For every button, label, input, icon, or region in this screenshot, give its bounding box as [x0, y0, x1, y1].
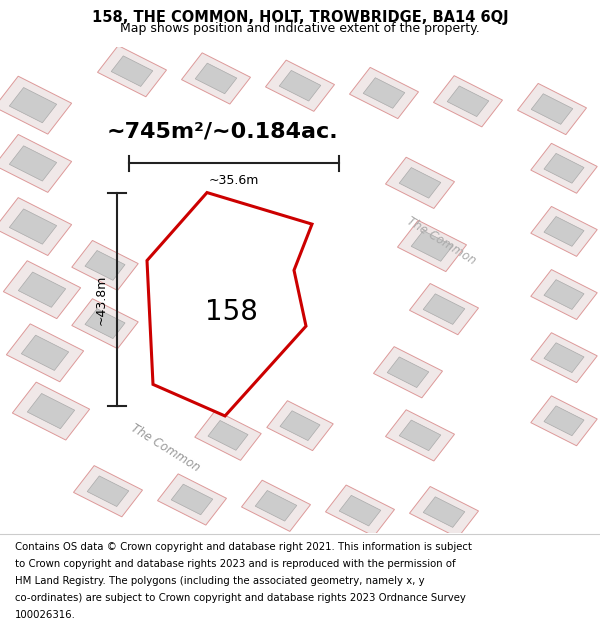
Text: 158: 158 [205, 298, 257, 326]
Polygon shape [7, 324, 83, 382]
Text: Contains OS data © Crown copyright and database right 2021. This information is : Contains OS data © Crown copyright and d… [15, 542, 472, 552]
Text: Map shows position and indicative extent of the property.: Map shows position and indicative extent… [120, 22, 480, 35]
Polygon shape [267, 401, 333, 451]
Polygon shape [73, 466, 143, 517]
Polygon shape [10, 146, 56, 181]
Polygon shape [517, 83, 587, 134]
Text: ~35.6m: ~35.6m [209, 174, 259, 187]
Text: ~745m²/~0.184ac.: ~745m²/~0.184ac. [106, 122, 338, 142]
Text: co-ordinates) are subject to Crown copyright and database rights 2023 Ordnance S: co-ordinates) are subject to Crown copyr… [15, 593, 466, 603]
Polygon shape [409, 486, 479, 538]
Polygon shape [22, 335, 68, 371]
Polygon shape [397, 221, 467, 272]
Polygon shape [531, 396, 597, 446]
Polygon shape [447, 86, 489, 116]
Polygon shape [0, 198, 71, 256]
Polygon shape [423, 294, 465, 324]
Polygon shape [217, 331, 263, 366]
Text: The Common: The Common [128, 421, 202, 474]
Polygon shape [531, 94, 573, 124]
Polygon shape [409, 284, 479, 335]
Polygon shape [399, 168, 441, 198]
Polygon shape [157, 474, 227, 525]
Polygon shape [279, 71, 321, 101]
Polygon shape [147, 192, 312, 416]
Polygon shape [181, 53, 251, 104]
Text: ~43.8m: ~43.8m [94, 274, 107, 324]
Polygon shape [349, 68, 419, 119]
Polygon shape [10, 209, 56, 244]
Polygon shape [544, 153, 584, 183]
Text: HM Land Registry. The polygons (including the associated geometry, namely x, y: HM Land Registry. The polygons (includin… [15, 576, 425, 586]
Polygon shape [385, 158, 455, 209]
Polygon shape [97, 46, 167, 97]
Polygon shape [13, 382, 89, 440]
Polygon shape [0, 76, 71, 134]
Polygon shape [72, 241, 138, 291]
Polygon shape [171, 484, 213, 515]
Polygon shape [195, 411, 261, 461]
Polygon shape [363, 78, 405, 108]
Polygon shape [387, 357, 429, 388]
Polygon shape [411, 231, 453, 261]
Polygon shape [544, 406, 584, 436]
Polygon shape [531, 143, 597, 193]
Polygon shape [531, 206, 597, 256]
Polygon shape [85, 309, 125, 339]
Polygon shape [85, 251, 125, 280]
Polygon shape [544, 216, 584, 246]
Polygon shape [4, 261, 80, 319]
Text: 158, THE COMMON, HOLT, TROWBRIDGE, BA14 6QJ: 158, THE COMMON, HOLT, TROWBRIDGE, BA14 … [92, 10, 508, 25]
Polygon shape [544, 342, 584, 372]
Polygon shape [10, 88, 56, 122]
Polygon shape [544, 279, 584, 309]
Polygon shape [265, 60, 335, 111]
Text: 100026316.: 100026316. [15, 610, 76, 620]
Polygon shape [385, 410, 455, 461]
Polygon shape [185, 269, 241, 311]
Polygon shape [255, 491, 297, 521]
Polygon shape [423, 497, 465, 528]
Polygon shape [87, 476, 129, 506]
Polygon shape [399, 420, 441, 451]
Polygon shape [195, 63, 237, 94]
Polygon shape [339, 496, 381, 526]
Polygon shape [373, 347, 443, 398]
Polygon shape [241, 480, 311, 531]
Text: The Common: The Common [404, 215, 478, 268]
Polygon shape [531, 332, 597, 382]
Polygon shape [111, 56, 153, 86]
Polygon shape [28, 394, 74, 429]
Polygon shape [433, 76, 503, 127]
Polygon shape [19, 272, 65, 308]
Polygon shape [72, 299, 138, 349]
Polygon shape [208, 421, 248, 450]
Polygon shape [325, 485, 395, 536]
Polygon shape [280, 411, 320, 441]
Polygon shape [531, 269, 597, 319]
Polygon shape [0, 134, 71, 192]
Text: to Crown copyright and database rights 2023 and is reproduced with the permissio: to Crown copyright and database rights 2… [15, 559, 455, 569]
